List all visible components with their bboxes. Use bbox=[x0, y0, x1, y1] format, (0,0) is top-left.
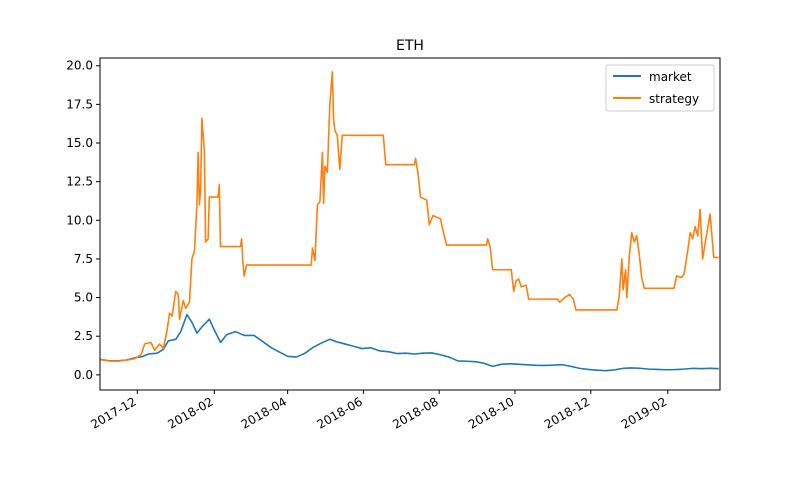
y-axis: 0.0 2.5 5.0 7.5 10.0 12.5 15.0 17.5 20.0 bbox=[66, 59, 100, 382]
series-line-strategy bbox=[99, 71, 719, 363]
x-tick-label: 2018-04 bbox=[239, 394, 289, 431]
y-tick-label: 2.5 bbox=[74, 329, 93, 343]
x-axis: 2017-12 2018-02 2018-04 2018-06 2018-08 2018-… bbox=[88, 390, 669, 432]
x-tick-label: 2018-06 bbox=[314, 394, 364, 431]
chart-title: ETH bbox=[396, 38, 424, 54]
y-tick-label: 17.5 bbox=[66, 97, 93, 111]
y-tick-label: 7.5 bbox=[74, 252, 93, 266]
x-tick-label: 2018-12 bbox=[542, 394, 592, 431]
legend-market-label: market bbox=[649, 70, 692, 84]
x-tick-label: 2017-12 bbox=[88, 394, 138, 431]
series-layer bbox=[99, 71, 719, 372]
plot-area-frame bbox=[99, 57, 721, 391]
y-tick-label: 0.0 bbox=[74, 368, 93, 382]
y-tick-label: 12.5 bbox=[66, 175, 93, 189]
y-tick-label: 15.0 bbox=[66, 136, 93, 150]
x-tick-label: 2018-08 bbox=[390, 394, 440, 431]
series-line-market bbox=[99, 313, 719, 372]
y-tick-label: 10.0 bbox=[66, 213, 93, 227]
x-tick-label: 2018-10 bbox=[466, 394, 516, 431]
x-tick-label: 2018-02 bbox=[165, 394, 215, 431]
legend-strategy-label: strategy bbox=[649, 92, 699, 106]
legend: market strategy bbox=[605, 64, 715, 112]
x-tick-label: 2019-02 bbox=[619, 394, 669, 431]
y-tick-label: 5.0 bbox=[74, 291, 93, 305]
y-tick-label: 20.0 bbox=[66, 59, 93, 73]
